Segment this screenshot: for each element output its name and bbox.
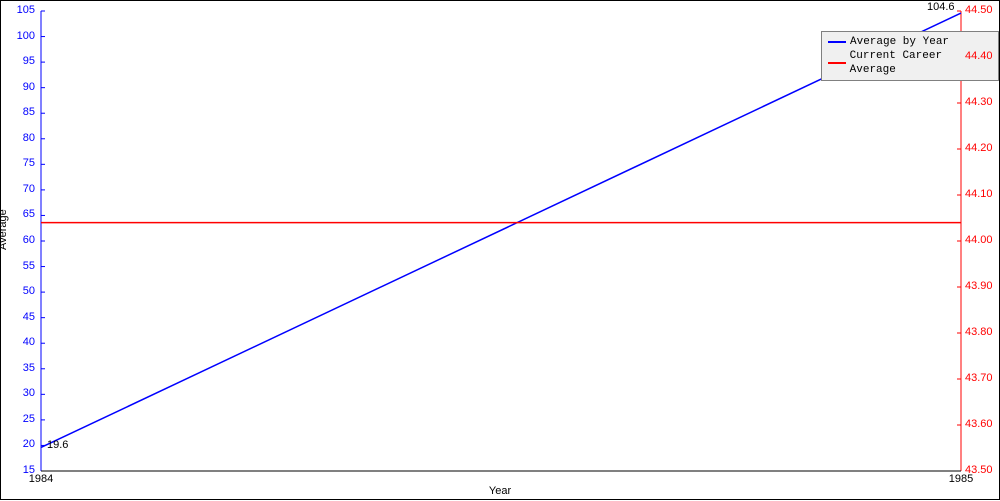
left-tick-label: 50 [23, 285, 35, 297]
left-tick-label: 80 [23, 132, 35, 144]
legend-swatch [828, 62, 846, 64]
left-tick-label: 45 [23, 311, 35, 323]
x-axis-label: Year [489, 485, 511, 497]
left-tick-label: 20 [23, 438, 35, 450]
right-tick-label: 44.30 [965, 96, 993, 108]
legend-swatch [828, 41, 846, 43]
right-tick-label: 44.00 [965, 234, 993, 246]
x-tick-label: 1984 [29, 473, 53, 485]
left-tick-label: 65 [23, 208, 35, 220]
right-tick-label: 43.80 [965, 326, 993, 338]
left-tick-label: 55 [23, 260, 35, 272]
chart-container: Average Year Average by YearCurrent Care… [0, 0, 1000, 500]
left-tick-label: 85 [23, 106, 35, 118]
right-tick-label: 44.40 [965, 50, 993, 62]
right-tick-label: 44.50 [965, 4, 993, 16]
left-tick-label: 30 [23, 387, 35, 399]
right-tick-label: 44.10 [965, 188, 993, 200]
right-tick-label: 43.70 [965, 372, 993, 384]
right-tick-label: 43.90 [965, 280, 993, 292]
x-tick-label: 1985 [949, 473, 973, 485]
left-tick-label: 60 [23, 234, 35, 246]
left-tick-label: 40 [23, 336, 35, 348]
left-tick-label: 95 [23, 55, 35, 67]
right-tick-label: 43.60 [965, 418, 993, 430]
left-tick-label: 105 [17, 4, 35, 16]
right-tick-label: 44.20 [965, 142, 993, 154]
left-tick-label: 100 [17, 30, 35, 42]
data-point-label: 19.6 [47, 439, 68, 451]
left-axis-label: Average [0, 209, 9, 250]
left-tick-label: 90 [23, 81, 35, 93]
legend-item: Average by Year [828, 35, 992, 49]
data-point-label: 104.6 [927, 1, 955, 13]
left-tick-label: 35 [23, 362, 35, 374]
legend-label: Average by Year [850, 35, 949, 49]
left-tick-label: 70 [23, 183, 35, 195]
left-tick-label: 25 [23, 413, 35, 425]
left-tick-label: 75 [23, 157, 35, 169]
